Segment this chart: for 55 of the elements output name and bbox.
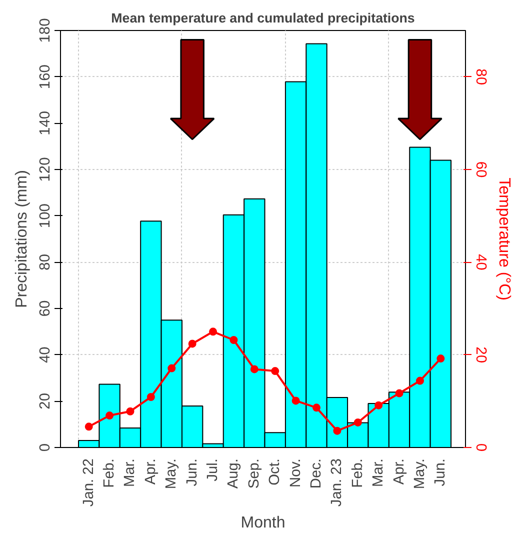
x-axis-title: Month [240, 514, 286, 532]
point [250, 365, 258, 374]
y-axis-title: Precipitations (mm) [14, 170, 30, 308]
y2-axis-title: Temperature (°C) [496, 178, 512, 300]
y-tick-label: 20 [38, 393, 54, 410]
y-tick-label: 160 [38, 64, 54, 90]
y2-tick-label: 80 [472, 68, 488, 85]
y2-tick-label: 60 [472, 161, 488, 178]
chart-title: Mean temperature and cumulated precipitations [111, 10, 415, 26]
point [168, 364, 176, 372]
point [416, 376, 424, 385]
x-tick-label: Jan. 23 [329, 458, 346, 507]
y2-tick-label: 20 [472, 346, 488, 363]
x-tick-label: May. [412, 458, 428, 490]
x-tick-label: Mar. [122, 458, 138, 488]
point [271, 367, 280, 376]
x-tick-label: Jul. [205, 458, 222, 482]
point [312, 404, 320, 412]
point [146, 393, 155, 401]
x-tick-label: Jun. [184, 458, 200, 486]
point [333, 426, 342, 435]
x-tick-label: Nov. [288, 458, 304, 488]
point [188, 340, 196, 348]
y-tick-label: 40 [38, 346, 54, 363]
point [126, 407, 134, 416]
y2-tick-label: 0 [472, 443, 488, 452]
x-tick-label: Oct. [267, 458, 284, 486]
x-tick-label: Apr. [142, 458, 159, 485]
x-tick-label: Feb. [102, 458, 118, 488]
x-tick-label: May. [164, 458, 180, 490]
x-tick-label: Apr. [391, 458, 408, 485]
x-tick-label: Sep. [246, 458, 262, 489]
point [106, 412, 114, 420]
y-tick-label: 60 [38, 300, 54, 317]
point [230, 336, 238, 344]
point [354, 418, 362, 426]
x-tick-label: Feb. [350, 458, 366, 488]
y-tick-label: 140 [38, 110, 54, 136]
y-tick-label: 100 [38, 204, 54, 228]
y-tick-label: 120 [38, 157, 54, 182]
x-tick-label: Mar. [370, 458, 387, 488]
x-tick-label: Aug. [226, 458, 242, 489]
point [395, 389, 404, 398]
y-tick-label: 80 [38, 254, 54, 270]
y2-tick-label: 40 [472, 254, 488, 270]
point [292, 396, 300, 405]
point [209, 328, 218, 336]
x-tick-label: Jan. 22 [80, 458, 97, 507]
point [374, 401, 383, 410]
x-tick-label: Jun. [432, 458, 449, 486]
y-tick-label: 0 [38, 443, 54, 452]
y-tick-label: 180 [38, 18, 54, 43]
point [436, 354, 445, 363]
point [84, 422, 93, 431]
x-tick-label: Dec. [308, 458, 324, 489]
